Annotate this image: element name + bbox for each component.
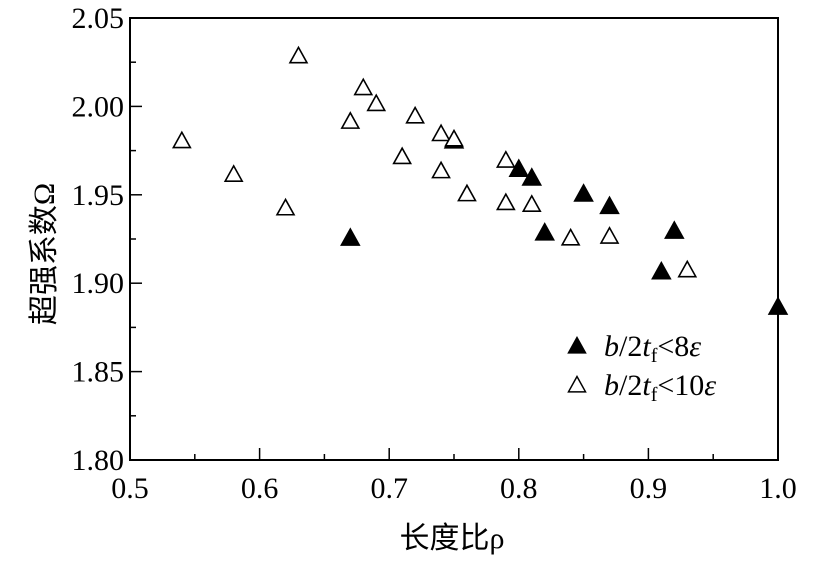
legend-subscript-f: f xyxy=(651,384,658,406)
point-open-triangle xyxy=(392,146,413,165)
point-open-triangle xyxy=(495,150,516,168)
legend-epsilon: ε xyxy=(689,330,701,363)
y-tick-label: 1.90 xyxy=(72,267,125,300)
point-open-triangle xyxy=(275,197,296,216)
legend-t: t xyxy=(642,330,651,363)
y-tick-label: 2.05 xyxy=(72,2,125,35)
point-open-triangle xyxy=(366,93,387,112)
point-open-triangle xyxy=(171,130,192,149)
y-tick-label: 1.80 xyxy=(72,444,125,477)
point-open-triangle xyxy=(431,123,451,142)
point-open-triangle xyxy=(677,259,698,278)
legend-b: b xyxy=(604,369,619,402)
point-open-triangle xyxy=(353,77,374,96)
legend-label: b/2tf<10ε xyxy=(604,369,716,406)
point-filled-triangle xyxy=(521,167,543,186)
points-layer xyxy=(171,45,789,315)
y-tick-label: 2.00 xyxy=(72,90,125,123)
point-filled-triangle xyxy=(599,195,620,215)
legend-slash-two: /2 xyxy=(619,369,642,402)
point-open-triangle xyxy=(444,128,464,147)
point-filled-triangle xyxy=(664,220,685,239)
legend-less-than: < xyxy=(657,330,674,363)
point-open-triangle xyxy=(521,194,542,213)
x-axis-title: 长度比ρ xyxy=(400,522,505,555)
axes-layer: 0.5 0.6 0.7 0.8 0.9 1.0 1.80 1.85 1.90 1.95 2.00 2.… xyxy=(72,2,797,505)
y-axis-title: 超强系数Ω xyxy=(28,183,61,325)
point-open-triangle xyxy=(405,105,425,124)
x-tick-label: 0.5 xyxy=(111,472,149,505)
x-tick-label: 1.0 xyxy=(759,472,797,505)
legend-t: t xyxy=(642,369,651,402)
point-open-triangle xyxy=(340,111,361,129)
legend-subscript-f: f xyxy=(651,345,658,367)
point-open-triangle xyxy=(560,227,581,246)
legend-less-than: < xyxy=(657,369,674,402)
y-tick-label: 1.95 xyxy=(72,179,125,212)
legend-number: 10 xyxy=(674,369,704,402)
legend-slash-two: /2 xyxy=(619,330,642,363)
point-open-triangle xyxy=(288,45,309,64)
x-tick-label: 0.6 xyxy=(241,472,279,505)
x-tick-label: 0.9 xyxy=(630,472,668,505)
point-open-triangle xyxy=(457,183,477,202)
point-open-triangle xyxy=(599,226,620,244)
legend-marker-open xyxy=(567,374,587,393)
point-filled-triangle xyxy=(767,296,789,315)
point-open-triangle xyxy=(495,192,516,211)
legend-marker-filled xyxy=(567,335,587,354)
point-filled-triangle xyxy=(340,227,361,246)
legend-b: b xyxy=(604,330,619,363)
point-filled-triangle xyxy=(573,183,594,202)
point-filled-triangle xyxy=(534,222,555,241)
point-open-triangle xyxy=(431,160,451,179)
y-tick-label: 1.85 xyxy=(72,356,125,389)
point-filled-triangle xyxy=(651,261,672,280)
legend: b/2tf<8εb/2tf<10ε xyxy=(567,330,716,406)
legend-entry: b/2tf<10ε xyxy=(567,369,716,406)
legend-label: b/2tf<8ε xyxy=(604,330,701,367)
x-tick-label: 0.7 xyxy=(370,472,408,505)
x-tick-label: 0.8 xyxy=(500,472,538,505)
legend-entry: b/2tf<8ε xyxy=(567,330,701,367)
legend-epsilon: ε xyxy=(704,369,716,402)
point-filled-triangle xyxy=(508,158,530,177)
legend-number: 8 xyxy=(674,330,689,363)
point-open-triangle xyxy=(223,164,244,182)
